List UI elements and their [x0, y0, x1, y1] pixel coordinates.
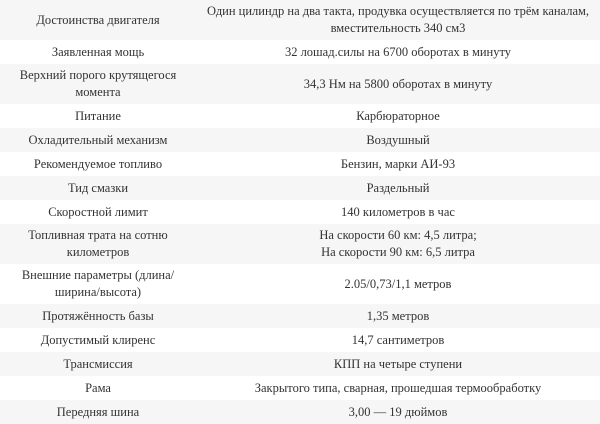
spec-label: Рекомендуемое топливо [0, 152, 196, 176]
spec-value-line: 2.05/0,73/1,1 метров [344, 276, 452, 291]
spec-value-line: 34,3 Нм на 5800 оборотах в минуту [303, 76, 493, 91]
table-row: Заявленная мощь 32 лошад.силы на 6700 обо… [0, 40, 600, 64]
spec-value: Бензин, марки АИ-93 [196, 152, 600, 176]
spec-label-line: Рекомендуемое топливо [33, 156, 163, 171]
spec-label-line: километров [66, 245, 130, 259]
spec-value-line: Карбюраторное [356, 108, 440, 123]
spec-label-line: момента [75, 85, 121, 99]
table-row: Топливная трата на сотню километров На ско… [0, 224, 600, 264]
spec-value: 34,3 Нм на 5800 оборотах в минуту [196, 64, 600, 104]
spec-label-line: ширина/высота) [54, 285, 142, 299]
spec-label-line: Скоростной лимит [48, 204, 148, 219]
spec-label: Топливная трата на сотню километров [0, 224, 196, 264]
table-row: Допустимый клиренс 14,7 сантиметров [0, 328, 600, 352]
spec-value: На скорости 60 км: 4,5 литра; На скорости… [196, 224, 600, 264]
spec-label: Тид смазки [0, 176, 196, 200]
spec-label: Охладительный механизм [0, 128, 196, 152]
spec-value: Карбюраторное [196, 104, 600, 128]
spec-label-line: Допустимый клиренс [40, 332, 156, 347]
spec-value-line: 32 лошад.силы на 6700 оборотах в минуту [284, 44, 512, 59]
spec-label: Передняя шина [0, 400, 196, 424]
spec-value: 32 лошад.силы на 6700 оборотах в минуту [196, 40, 600, 64]
spec-label: Питание [0, 104, 196, 128]
spec-label-line: Заявленная мощь [51, 44, 145, 59]
table-row: Скоростной лимит 140 километров в час [0, 200, 600, 224]
spec-value: 14,7 сантиметров [196, 328, 600, 352]
spec-value-line: На скорости 90 км: 6,5 литра [321, 245, 475, 259]
spec-value: 1,35 метров [196, 304, 600, 328]
table-row: Рекомендуемое топливо Бензин, марки АИ-93 [0, 152, 600, 176]
spec-label-line: Достоинства двигателя [36, 12, 160, 27]
spec-value-line: Закрытого типа, сварная, прошедшая термо… [254, 380, 542, 395]
spec-label-line: Топливная трата на сотню [28, 228, 168, 242]
spec-value-line: Бензин, марки АИ-93 [340, 156, 456, 171]
spec-label-line: Внешние параметры (длина/ [21, 268, 175, 282]
table-row: Рама Закрытого типа, сварная, прошедшая т… [0, 376, 600, 400]
spec-label: Внешние параметры (длина/ширина/высота) [0, 264, 196, 304]
spec-label: Рама [0, 376, 196, 400]
table-row: Охладительный механизм Воздушный [0, 128, 600, 152]
spec-label-line: Верхний порого крутящегося [19, 68, 177, 82]
spec-label: Протяжённость базы [0, 304, 196, 328]
spec-label: Допустимый клиренс [0, 328, 196, 352]
table-row: Передняя шина 3,00 — 19 дюймов [0, 400, 600, 424]
spec-label-line: Протяжённость базы [42, 308, 154, 323]
spec-label-line: Рама [85, 380, 111, 395]
spec-label-line: Тид смазки [67, 180, 129, 195]
spec-value: Один цилиндр на два такта, продувка осущ… [196, 0, 600, 40]
table-row: Трансмиссия КПП на четыре ступени [0, 352, 600, 376]
spec-label-line: Питание [75, 108, 121, 123]
spec-value-line: КПП на четыре ступени [333, 356, 463, 371]
spec-value-line: 14,7 сантиметров [351, 332, 445, 347]
spec-value: 140 километров в час [196, 200, 600, 224]
spec-label: Скоростной лимит [0, 200, 196, 224]
table-row: Достоинства двигателя Один цилиндр на два… [0, 0, 600, 40]
spec-value: 2.05/0,73/1,1 метров [196, 264, 600, 304]
spec-value: 3,00 — 19 дюймов [196, 400, 600, 424]
table-row: Верхний порого крутящегося момента 34,3 Нм… [0, 64, 600, 104]
spec-value-line: 3,00 — 19 дюймов [348, 404, 448, 419]
spec-value-line: Воздушный [366, 132, 430, 147]
spec-value-line: Один цилиндр на два такта, продувка осущ… [206, 4, 590, 18]
spec-label: Верхний порого крутящегося момента [0, 64, 196, 104]
table-row: Внешние параметры (длина/ширина/высота) 2… [0, 264, 600, 304]
table-row: Тид смазки Раздельный [0, 176, 600, 200]
spec-label: Достоинства двигателя [0, 0, 196, 40]
table-row: Питание Карбюраторное [0, 104, 600, 128]
spec-label-line: Охладительный механизм [28, 132, 168, 147]
spec-value-line: вместительность 340 см3 [330, 21, 466, 35]
spec-value: Закрытого типа, сварная, прошедшая термо… [196, 376, 600, 400]
spec-value-line: На скорости 60 км: 4,5 литра; [319, 228, 477, 242]
spec-value-line: 140 километров в час [341, 204, 455, 219]
spec-label-line: Передняя шина [56, 404, 140, 419]
spec-value-line: Раздельный [366, 180, 430, 195]
spec-value-line: 1,35 метров [366, 308, 430, 323]
spec-label: Заявленная мощь [0, 40, 196, 64]
spec-value: Раздельный [196, 176, 600, 200]
spec-label: Трансмиссия [0, 352, 196, 376]
spec-value: КПП на четыре ступени [196, 352, 600, 376]
spec-label-line: Трансмиссия [63, 356, 133, 371]
table-row: Протяжённость базы 1,35 метров [0, 304, 600, 328]
spec-value: Воздушный [196, 128, 600, 152]
